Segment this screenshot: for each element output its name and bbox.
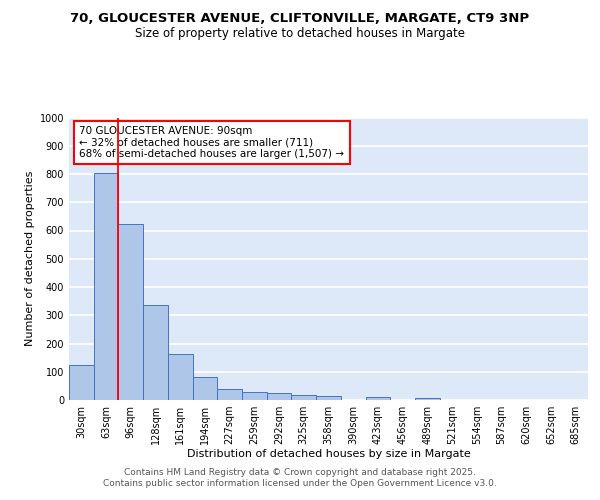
Bar [365,398,390,400]
X-axis label: Distribution of detached houses by size in Margate: Distribution of detached houses by size … [187,448,470,458]
Bar [143,305,168,400]
Bar [193,376,217,400]
Bar [118,224,143,400]
Bar [94,172,118,400]
Text: 70, GLOUCESTER AVENUE, CLIFTONVILLE, MARGATE, CT9 3NP: 70, GLOUCESTER AVENUE, CLIFTONVILLE, MAR… [70,12,530,26]
Text: Size of property relative to detached houses in Margate: Size of property relative to detached ho… [135,28,465,40]
Bar [267,392,292,400]
Bar [168,354,193,400]
Text: 70 GLOUCESTER AVENUE: 90sqm
← 32% of detached houses are smaller (711)
68% of se: 70 GLOUCESTER AVENUE: 90sqm ← 32% of det… [79,126,344,159]
Bar [415,398,440,400]
Y-axis label: Number of detached properties: Number of detached properties [25,171,35,346]
Bar [217,390,242,400]
Bar [69,364,94,400]
Bar [316,396,341,400]
Bar [242,392,267,400]
Text: Contains HM Land Registry data © Crown copyright and database right 2025.
Contai: Contains HM Land Registry data © Crown c… [103,468,497,487]
Bar [292,395,316,400]
